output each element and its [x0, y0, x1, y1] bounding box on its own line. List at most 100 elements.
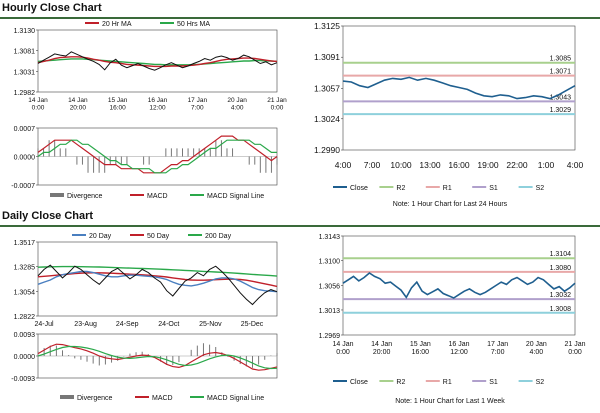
hourly-1h-legend-s1-label: S1 [489, 185, 498, 192]
hourly-1h-xtick-0: 4:00 [335, 160, 352, 170]
weekly-1h-ytick-4: 1.2969 [319, 333, 341, 340]
weekly-1h-ytick-2: 1.3056 [319, 284, 341, 291]
hourly-1h-legend-r2-label: R2 [396, 185, 405, 192]
hourly-macd-chart: 0.0007 0.0000 -0.0007 Divergence MACD MACD Si… [11, 126, 278, 200]
hourly-price-ytick-1: 1.3081 [14, 49, 36, 56]
daily-macd-legend-signal-label: MACD Signal Line [207, 395, 264, 402]
hourly-note: Note: 1 Hour Chart for Last 24 Hours [392, 201, 508, 208]
hourly-price-xtick-6: 21 Jan 0:00 [267, 97, 287, 112]
hourly-ma50-line [37, 58, 278, 66]
hourly-macd-legend-divergence-swatch [50, 193, 64, 197]
hourly-macd-ytick-2: -0.0007 [11, 183, 35, 190]
hourly-1h-xtick-4: 16:00 [448, 160, 470, 170]
weekly-1h-frame [342, 235, 576, 336]
hourly-price-ytick-2: 1.3031 [14, 69, 36, 76]
daily-macd-ytick-1: 0.0000 [14, 354, 36, 361]
hourly-price-xtick-2: 15 Jan 16:00 [108, 97, 128, 112]
hourly-macd-signal-line [37, 139, 277, 174]
daily-price-xtick-0: 24-Jul [34, 321, 54, 328]
hourly-section-title: Hourly Close Chart [2, 2, 102, 14]
hourly-1h-ytick-4: 1.2990 [314, 145, 340, 155]
weekly-1h-level-label-r1: 1.3080 [550, 265, 572, 272]
hourly-1h-level-label-r1: 1.3071 [550, 69, 572, 76]
hourly-1h-close-chart: 1.3085 1.3071 1.3043 1.3029 1.3125 1.3091 1.30… [314, 21, 584, 192]
hourly-1h-ytick-0: 1.3125 [314, 21, 340, 31]
hourly-macd-legend-macd-label: MACD [147, 193, 168, 200]
hourly-1h-level-label-s1: 1.3043 [550, 94, 572, 101]
weekly-1h-xtick-3: 16 Jan 12:00 [448, 341, 469, 356]
weekly-1h-ytick-1: 1.3100 [319, 258, 341, 265]
daily-macd-signal-line [37, 345, 278, 370]
daily-macd-legend-macd-label: MACD [152, 395, 173, 402]
section-rule-top [0, 17, 600, 19]
hourly-macd-legend-signal-label: MACD Signal Line [207, 193, 264, 200]
daily-price-ytick-2: 1.3054 [14, 289, 36, 296]
daily-price-xtick-1: 23-Aug [74, 321, 97, 328]
weekly-1h-xtick-1: 14 Jan 20:00 [371, 341, 392, 356]
hourly-macd-ytick-0: 0.0007 [14, 126, 36, 133]
hourly-1h-legend-r1-label: R1 [443, 185, 452, 192]
hourly-macd-ytick-1: 0.0000 [14, 155, 36, 162]
daily-macd-macd-line [37, 343, 278, 371]
hourly-1h-legend-s2-label: S2 [536, 185, 545, 192]
weekly-1h-close-chart: 1.3104 1.3080 1.3032 1.3008 1.3143 1.3100 1.30… [319, 234, 586, 386]
daily-price-ytick-3: 1.2822 [14, 314, 36, 321]
daily-price-ytick-1: 1.3285 [14, 265, 36, 272]
hourly-close-line [37, 51, 278, 71]
hourly-1h-frame [342, 25, 576, 151]
daily-macd-legend-divergence-label: Divergence [77, 395, 113, 402]
daily-price-ytick-0: 1.3517 [14, 240, 36, 247]
weekly-1h-ytick-0: 1.3143 [319, 234, 341, 241]
weekly-1h-xtick-0: 14 Jan 0:00 [332, 341, 353, 356]
weekly-1h-xtick-2: 15 Jan 16:00 [410, 341, 431, 356]
hourly-macd-legend-divergence-label: Divergence [67, 193, 103, 200]
daily-price-xtick-2: 24-Sep [116, 321, 139, 328]
weekly-1h-close-line [342, 272, 576, 299]
weekly-1h-level-label-s1: 1.3032 [550, 292, 572, 299]
daily-legend-ma20-label: 20 Day [89, 233, 112, 240]
weekly-1h-ytick-3: 1.3013 [319, 308, 341, 315]
weekly-1h-xtick-5: 20 Jan 4:00 [526, 341, 547, 356]
weekly-1h-level-label-s2: 1.3008 [550, 306, 572, 313]
hourly-1h-ytick-3: 1.3024 [314, 114, 340, 124]
hourly-1h-legend-close-label: Close [350, 185, 368, 192]
daily-price-xtick-5: 25-Dec [241, 321, 264, 328]
daily-legend-ma50-label: 50 Day [147, 233, 170, 240]
hourly-price-ytick-0: 1.3130 [14, 28, 36, 35]
hourly-1h-xtick-3: 13:00 [419, 160, 441, 170]
weekly-1h-legend-s2-label: S2 [536, 379, 545, 386]
weekly-1h-xtick-4: 17 Jan 7:00 [487, 341, 508, 356]
hourly-price-xtick-3: 16 Jan 12:00 [148, 97, 168, 112]
weekly-1h-legend-r1-label: R1 [443, 379, 452, 386]
hourly-1h-ytick-2: 1.3057 [314, 83, 340, 93]
daily-close-line [37, 264, 278, 306]
hourly-1h-ytick-1: 1.3091 [314, 52, 340, 62]
daily-price-xtick-4: 25-Nov [199, 321, 222, 328]
daily-macd-legend-divergence-swatch [60, 395, 74, 399]
hourly-price-xtick-4: 17 Jan 7:00 [188, 97, 208, 112]
daily-legend-ma200-label: 200 Day [205, 233, 232, 240]
hourly-legend-ma50-label: 50 Hrs MA [177, 21, 210, 28]
hourly-1h-xtick-5: 19:00 [477, 160, 499, 170]
hourly-1h-xtick-1: 7:00 [364, 160, 381, 170]
daily-price-frame [37, 241, 278, 317]
hourly-1h-close-line [342, 76, 576, 100]
weekly-1h-legend-r2-label: R2 [396, 379, 405, 386]
hourly-1h-xtick-8: 4:00 [567, 160, 584, 170]
daily-macd-ytick-0: 0.0093 [14, 332, 36, 339]
daily-section-title: Daily Close Chart [2, 210, 94, 222]
hourly-price-xtick-5: 20 Jan 4:00 [227, 97, 247, 112]
hourly-1h-xtick-7: 1:00 [538, 160, 555, 170]
hourly-1h-level-label-s2: 1.3029 [550, 107, 572, 114]
daily-price-xtick-3: 24-Oct [158, 321, 179, 328]
weekly-1h-legend-close-label: Close [350, 379, 368, 386]
hourly-price-ytick-3: 1.2982 [14, 90, 36, 97]
hourly-1h-xtick-6: 22:00 [506, 160, 528, 170]
weekly-1h-xtick-6: 21 Jan 0:00 [564, 341, 585, 356]
daily-ma200-line [37, 265, 278, 277]
weekly-note: Note: 1 Hour Chart for Last 1 Week [395, 398, 505, 405]
hourly-legend-ma20-label: 20 Hr MA [102, 21, 132, 28]
section-rule-middle [0, 225, 600, 227]
